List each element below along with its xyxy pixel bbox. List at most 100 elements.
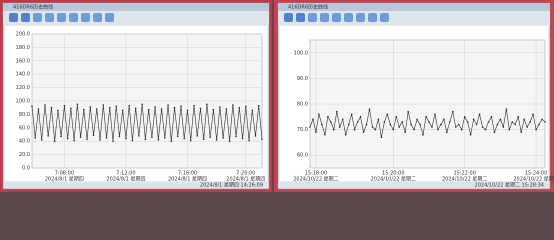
y-tick-label: 140.0 xyxy=(16,72,30,78)
window-title: 416DR6历史曲线 xyxy=(13,4,53,11)
data-point xyxy=(37,108,40,110)
toolbar-button[interactable] xyxy=(308,13,317,22)
data-point xyxy=(344,133,347,136)
y-tick-label: 60.0 xyxy=(297,153,308,159)
data-point xyxy=(544,121,546,123)
data-point xyxy=(419,123,421,126)
toolbar-button[interactable] xyxy=(296,13,305,22)
data-point xyxy=(508,128,511,131)
data-point xyxy=(193,104,195,107)
data-point xyxy=(541,118,543,121)
x-tick-label: 7:08:00 xyxy=(55,171,74,177)
toolbar-button[interactable] xyxy=(81,13,90,22)
data-point xyxy=(261,138,263,140)
data-point xyxy=(434,113,436,116)
data-point xyxy=(70,107,72,110)
data-point xyxy=(183,137,186,140)
y-tick-label: 70.0 xyxy=(297,127,308,133)
toolbar-button[interactable] xyxy=(93,13,102,22)
data-point xyxy=(186,109,189,112)
data-point xyxy=(532,113,534,116)
data-point xyxy=(392,128,395,131)
data-point xyxy=(202,138,205,140)
data-point xyxy=(454,126,457,128)
data-point xyxy=(131,139,134,142)
toolbar-button[interactable] xyxy=(320,13,329,22)
window-title: 416DR6历史曲线 xyxy=(288,4,328,11)
data-point xyxy=(535,128,537,131)
data-point xyxy=(89,106,92,108)
data-point xyxy=(335,110,338,113)
data-point xyxy=(449,121,451,123)
data-point xyxy=(86,138,88,140)
data-point xyxy=(478,113,481,116)
data-point xyxy=(79,136,82,138)
data-point xyxy=(196,135,199,137)
data-point xyxy=(99,139,101,141)
data-point xyxy=(173,106,176,109)
data-point xyxy=(332,128,335,131)
data-point xyxy=(365,123,368,126)
data-point xyxy=(34,137,37,139)
data-point xyxy=(134,107,137,110)
x-tick-date: 2024/10/22 星期二 xyxy=(513,177,554,183)
data-point xyxy=(232,104,234,106)
data-point xyxy=(44,104,46,106)
data-point xyxy=(395,116,398,118)
data-point xyxy=(321,123,323,126)
data-point xyxy=(469,133,472,136)
data-point xyxy=(170,140,173,142)
toolbar-button[interactable] xyxy=(380,13,389,22)
data-point xyxy=(228,140,231,142)
toolbar-button[interactable] xyxy=(33,13,42,22)
data-point xyxy=(398,126,401,128)
data-point xyxy=(368,108,371,110)
toolbar-button[interactable] xyxy=(356,13,365,22)
x-tick-label: 7:16:00 xyxy=(178,171,197,177)
data-point xyxy=(324,133,326,136)
toolbar-button[interactable] xyxy=(344,13,353,22)
data-point xyxy=(102,104,105,106)
data-point xyxy=(138,135,140,137)
data-point xyxy=(254,135,257,137)
screen: 416DR6历史曲线 0.0 20.0 40.0 60.0 80.0 100.0 120.0 1… xyxy=(0,0,554,192)
data-point xyxy=(457,123,460,126)
data-point xyxy=(312,118,314,121)
y-tick-label: 0.0 xyxy=(22,166,30,172)
data-point xyxy=(338,126,341,128)
toolbar xyxy=(3,11,269,25)
toolbar-button[interactable] xyxy=(368,13,377,22)
toolbar-button[interactable] xyxy=(9,13,18,22)
toolbar-button[interactable] xyxy=(105,13,114,22)
data-point xyxy=(529,121,531,123)
toolbar-button[interactable] xyxy=(45,13,54,22)
data-point xyxy=(401,121,404,123)
data-point xyxy=(60,135,62,138)
data-point xyxy=(225,108,228,110)
data-point xyxy=(40,139,43,141)
data-point xyxy=(57,109,59,112)
data-point xyxy=(520,131,523,133)
data-point xyxy=(128,104,130,107)
data-point xyxy=(377,118,380,121)
toolbar-button[interactable] xyxy=(21,13,30,22)
data-point xyxy=(222,137,224,139)
data-point xyxy=(466,121,469,123)
toolbar-button[interactable] xyxy=(332,13,341,22)
toolbar-button[interactable] xyxy=(57,13,66,22)
x-tick-date: 2024/8/1 星期四 xyxy=(226,177,265,183)
data-point xyxy=(31,105,33,108)
toolbar-button[interactable] xyxy=(284,13,293,22)
data-point xyxy=(176,135,179,138)
data-point xyxy=(347,123,350,126)
data-point xyxy=(63,104,66,107)
data-point xyxy=(157,139,160,141)
data-point xyxy=(112,140,114,142)
data-point xyxy=(167,104,169,106)
x-tick-label: 15:22:00 xyxy=(453,171,475,177)
y-tick-label: 100.0 xyxy=(16,99,30,105)
data-point xyxy=(50,106,53,109)
toolbar-button[interactable] xyxy=(69,13,78,22)
data-point xyxy=(47,135,49,137)
data-point xyxy=(144,138,147,140)
